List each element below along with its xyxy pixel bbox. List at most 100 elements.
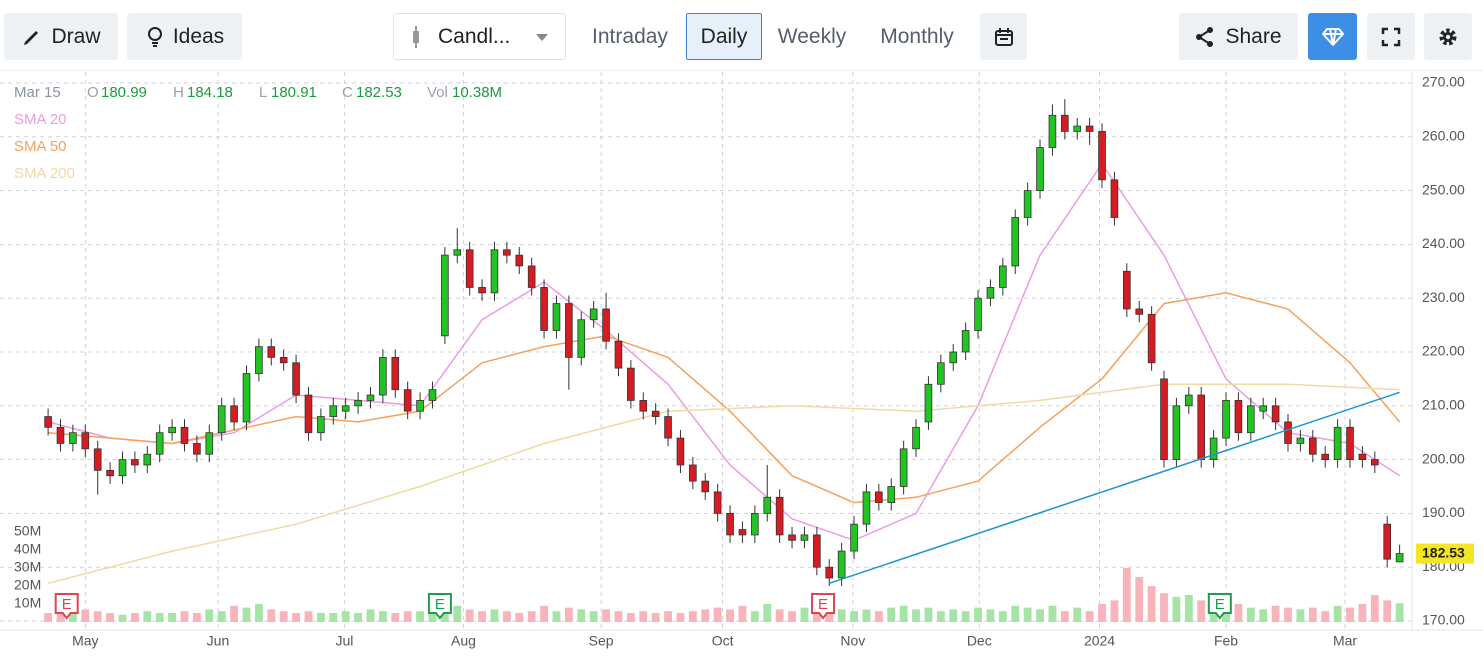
candle-body	[1296, 437, 1305, 444]
candle-body	[924, 383, 933, 423]
interval-button[interactable]: Monthly	[880, 24, 954, 48]
volume-bar	[1172, 596, 1181, 622]
candle-body	[267, 346, 276, 358]
volume-bar	[763, 604, 772, 622]
volume-bar	[1358, 604, 1367, 622]
candles	[44, 99, 1404, 587]
volume-bar	[1383, 600, 1392, 622]
x-tick-label: 2024	[1084, 633, 1115, 649]
volume-bar	[887, 607, 896, 622]
volume-bar	[1110, 600, 1119, 622]
volume-bar	[850, 611, 858, 622]
interval-button[interactable]: Weekly	[777, 24, 847, 48]
premium-button[interactable]	[1308, 13, 1357, 60]
y-tick-label: 210.00	[1422, 397, 1465, 413]
volume-bar	[800, 607, 809, 622]
candle-body	[81, 432, 90, 450]
fullscreen-button[interactable]	[1367, 13, 1415, 60]
candle-body	[403, 389, 412, 412]
candle-body	[168, 426, 176, 434]
volume-pane	[44, 568, 1404, 622]
candle-body	[1135, 308, 1144, 315]
volume-bar	[974, 607, 982, 622]
settings-button[interactable]	[1424, 13, 1472, 60]
overlay: E E E E 182.53	[54, 391, 1474, 620]
candle-body	[565, 303, 573, 358]
candle-body	[813, 534, 821, 568]
chart: 170.00180.00190.00200.00210.00220.00230.…	[0, 72, 1483, 649]
candle-body	[279, 356, 288, 364]
candle-body	[726, 513, 734, 536]
legend-value: 184.18	[187, 84, 233, 101]
volume-bar	[701, 609, 710, 622]
gear-icon	[1439, 28, 1457, 45]
candle-body	[961, 330, 970, 353]
candle-body	[143, 453, 152, 466]
trendline	[829, 391, 1400, 585]
candle-body	[701, 480, 710, 493]
x-tick-label: Jun	[207, 633, 230, 649]
volume-bar	[998, 611, 1007, 622]
earnings-label: E	[62, 596, 72, 613]
volume-bar	[1036, 609, 1044, 622]
volume-bar	[217, 611, 226, 622]
candle-body	[676, 437, 685, 466]
volume-bar	[1246, 607, 1255, 622]
calendar-button[interactable]	[980, 13, 1027, 60]
sma-line	[47, 162, 1401, 542]
volume-bar	[614, 611, 623, 622]
share-button[interactable]: Share	[1179, 13, 1298, 60]
candle-body	[1259, 405, 1268, 412]
volume-bar	[1011, 605, 1020, 622]
volume-tick-label: 40M	[14, 541, 41, 557]
y-tick-label: 230.00	[1422, 289, 1465, 305]
calendar-icon	[994, 27, 1013, 46]
candle-body	[366, 394, 375, 401]
x-tick-label: Nov	[840, 633, 865, 649]
volume-bar	[589, 611, 598, 622]
ideas-label: Ideas	[172, 24, 225, 48]
draw-button[interactable]: Draw	[4, 13, 118, 60]
y-tick-label: 270.00	[1422, 74, 1465, 90]
candle-body	[887, 486, 896, 504]
candle-body	[354, 400, 362, 407]
interval-button[interactable]: Intraday	[592, 24, 668, 48]
volume-bar	[862, 609, 871, 622]
candle-body	[651, 410, 660, 417]
legend-entry: SMA 20	[14, 111, 67, 128]
chart-style-dropdown[interactable]: Candl...	[393, 13, 566, 60]
grid: 170.00180.00190.00200.00210.00220.00230.…	[0, 72, 1483, 649]
candle-icon	[413, 25, 419, 48]
candle-body	[155, 432, 164, 455]
candle-body	[540, 287, 548, 331]
candle-body	[738, 529, 747, 536]
sma-line	[48, 292, 1401, 504]
candle-body	[56, 426, 65, 444]
legend-value: 180.99	[101, 84, 147, 101]
legend-value: 180.91	[271, 84, 317, 101]
candle-body	[180, 426, 189, 444]
candle-body	[875, 491, 883, 504]
interval-button[interactable]: Daily	[686, 13, 762, 60]
candle-body	[837, 550, 846, 579]
volume-bar	[639, 611, 648, 622]
volume-bar	[664, 611, 672, 622]
volume-bar	[304, 611, 313, 622]
volume-bar	[750, 611, 759, 622]
candle-body	[800, 534, 809, 541]
candle-body	[1160, 378, 1168, 460]
candle-body	[589, 308, 598, 321]
candle-body	[441, 254, 449, 337]
volume-bar	[713, 607, 722, 622]
volume-bar	[775, 609, 784, 622]
candle-body	[329, 405, 338, 417]
candle-body	[428, 389, 437, 401]
volume-bar	[44, 613, 53, 622]
candle-body	[639, 400, 648, 412]
y-tick-label: 190.00	[1422, 504, 1465, 520]
volume-bar	[651, 613, 660, 622]
volume-bar	[354, 613, 362, 622]
ideas-button[interactable]: Ideas	[127, 13, 242, 60]
volume-bar	[949, 609, 958, 622]
